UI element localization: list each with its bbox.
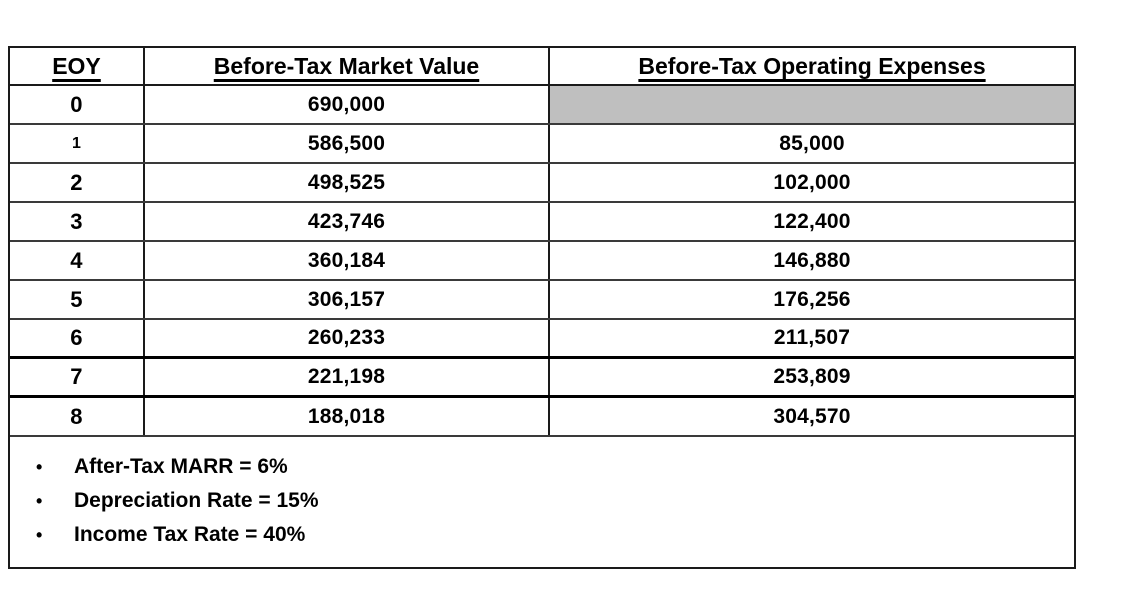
operating-expenses-cell: 122,400 [773, 209, 851, 233]
market-value-cell: 423,746 [145, 203, 550, 240]
market-value-cell: 498,525 [145, 164, 550, 201]
cash-flow-table: EOY Before-Tax Market Value Before-Tax O… [8, 46, 1076, 569]
operating-expenses-cell: 211,507 [773, 326, 851, 349]
operating-expenses-cell: 253,809 [773, 365, 851, 388]
market-value-cell: 188,018 [145, 398, 550, 435]
bullet-icon: • [36, 456, 43, 477]
market-value-cell: 586,500 [145, 125, 550, 162]
bullet-icon: • [36, 524, 43, 545]
header-operating-expenses-label: Before-Tax Operating Expenses [638, 52, 986, 79]
market-value-cell: 306,157 [145, 281, 550, 318]
note-text-marr: After-Tax MARR = 6% [74, 455, 288, 478]
header-eoy: EOY [10, 48, 145, 84]
table-row: 2 498,525 102,000 [10, 164, 1074, 203]
market-value-cell: 260,233 [145, 320, 550, 356]
operating-expenses-cell: 85,000 [779, 131, 845, 155]
table-row: 0 690,000 [10, 86, 1074, 125]
operating-expenses-cell: 176,256 [773, 287, 851, 311]
eoy-cell: 8 [10, 398, 145, 435]
market-value-cell: 690,000 [145, 86, 550, 123]
operating-expenses-cell: 146,880 [773, 248, 851, 272]
eoy-cell: 5 [10, 281, 145, 318]
operating-expenses-cell-shaded [550, 86, 1074, 123]
note-item: • Depreciation Rate = 15% [34, 484, 1074, 518]
table-row: 1 586,500 85,000 [10, 125, 1074, 164]
eoy-cell: 1 [10, 125, 145, 162]
note-text-tax-rate: Income Tax Rate = 40% [74, 523, 306, 546]
note-item: • Income Tax Rate = 40% [34, 518, 1074, 552]
eoy-cell: 0 [10, 86, 145, 123]
eoy-cell: 4 [10, 242, 145, 279]
table-row: 3 423,746 122,400 [10, 203, 1074, 242]
market-value-cell: 221,198 [145, 359, 550, 395]
table-row: 7 221,198 253,809 [10, 359, 1074, 398]
notes-box: • After-Tax MARR = 6% • Depreciation Rat… [10, 437, 1074, 567]
note-text-depreciation: Depreciation Rate = 15% [74, 489, 319, 512]
table-row: 8 188,018 304,570 [10, 398, 1074, 437]
bullet-icon: • [36, 490, 43, 511]
table-row: 4 360,184 146,880 [10, 242, 1074, 281]
table-header-row: EOY Before-Tax Market Value Before-Tax O… [10, 48, 1074, 86]
eoy-cell: 3 [10, 203, 145, 240]
note-item: • After-Tax MARR = 6% [34, 450, 1074, 484]
eoy-cell: 6 [10, 320, 145, 356]
header-eoy-label: EOY [52, 52, 101, 79]
table-row: 6 260,233 211,507 [10, 320, 1074, 359]
operating-expenses-cell: 304,570 [773, 404, 851, 428]
eoy-cell: 7 [10, 359, 145, 395]
header-market-value-label: Before-Tax Market Value [213, 52, 480, 79]
table-row: 5 306,157 176,256 [10, 281, 1074, 320]
header-operating-expenses: Before-Tax Operating Expenses [550, 48, 1074, 84]
header-market-value: Before-Tax Market Value [145, 48, 550, 84]
market-value-cell: 360,184 [145, 242, 550, 279]
eoy-cell: 2 [10, 164, 145, 201]
operating-expenses-cell: 102,000 [773, 170, 851, 194]
